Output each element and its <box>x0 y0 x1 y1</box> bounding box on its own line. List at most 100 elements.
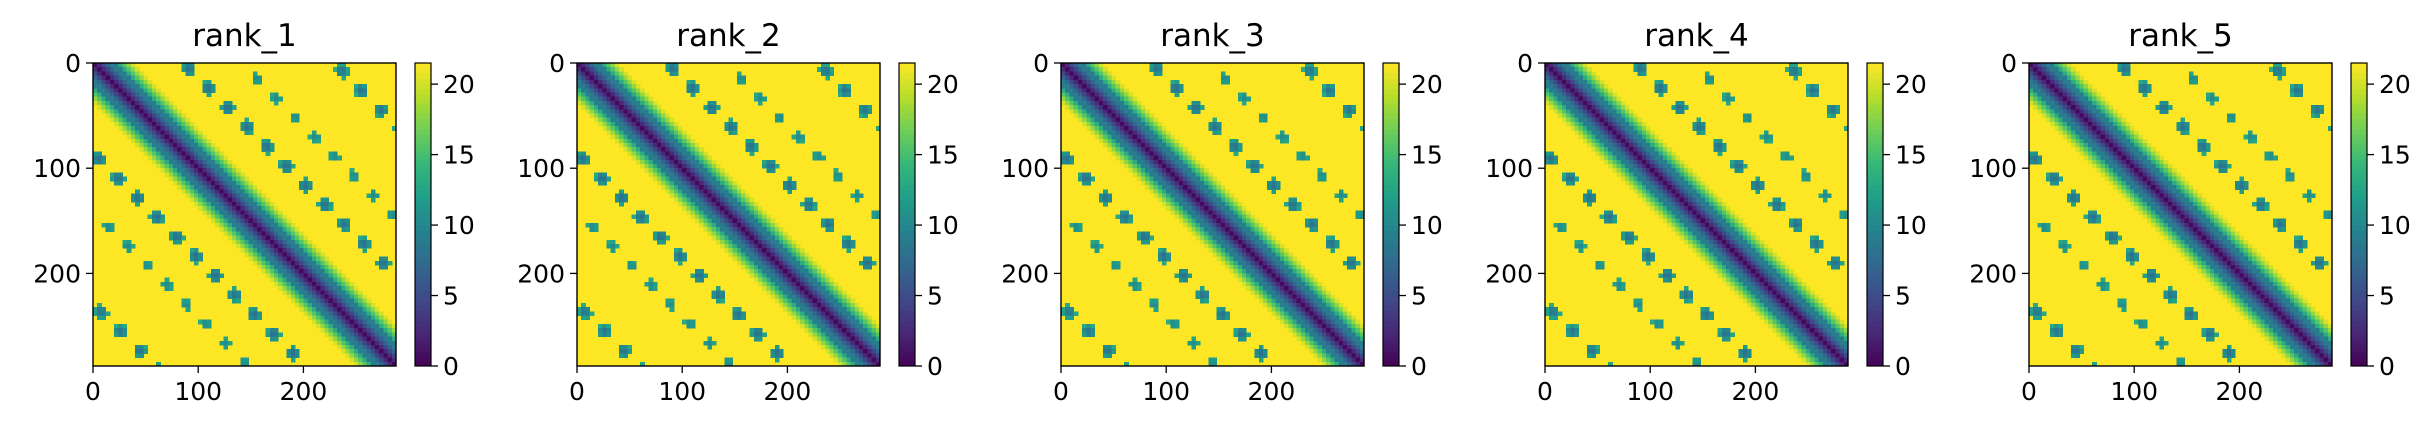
heatmap-cell <box>332 265 338 270</box>
heatmap-cell <box>1267 235 1272 241</box>
heatmap-cell <box>387 340 393 346</box>
x-tick-label: 200 <box>764 377 812 406</box>
heatmap-cell <box>1263 273 1268 279</box>
colorbar-segment <box>899 169 915 175</box>
heatmap-cell <box>1225 311 1230 316</box>
heatmap-cell <box>665 189 671 194</box>
heatmap-cell <box>656 113 662 119</box>
heatmap-cell <box>168 168 174 173</box>
heatmap-cell <box>1330 84 1336 89</box>
heatmap-cell <box>1258 277 1264 283</box>
heatmap-cell <box>753 332 759 338</box>
heatmap-cell <box>1271 189 1277 194</box>
heatmap-cell <box>1195 189 1201 194</box>
heatmap-cell <box>1225 193 1230 199</box>
colorbar-segment <box>415 143 431 150</box>
heatmap-cell <box>177 121 182 127</box>
heatmap-cell <box>1305 286 1310 291</box>
heatmap-cell <box>139 193 144 199</box>
heatmap-cell <box>1342 307 1348 312</box>
colorbar-segment <box>415 340 431 347</box>
heatmap-cell <box>623 79 628 85</box>
heatmap-cell <box>1254 168 1260 173</box>
heatmap-cell <box>1241 243 1247 249</box>
heatmap-cell <box>846 302 852 308</box>
heatmap-cell <box>1132 155 1138 161</box>
heatmap-cell <box>181 168 187 173</box>
heatmap-cell <box>122 96 128 102</box>
heatmap-cell <box>728 206 734 211</box>
heatmap-cell <box>1216 256 1222 262</box>
heatmap-cell <box>871 361 877 367</box>
heatmap-cell <box>1204 201 1209 207</box>
heatmap-cell <box>345 302 351 308</box>
heatmap-cell <box>143 151 149 157</box>
heatmap-cell <box>172 134 178 140</box>
heatmap-cell <box>673 63 679 68</box>
heatmap-cell <box>875 336 881 342</box>
heatmap-cell <box>686 151 692 157</box>
heatmap-cell <box>833 176 839 182</box>
heatmap-cell <box>227 340 233 346</box>
heatmap-cell <box>682 180 687 186</box>
heatmap-cell <box>1254 260 1260 266</box>
heatmap-cell <box>147 88 153 93</box>
heatmap-cell <box>850 302 856 308</box>
heatmap-cell <box>206 168 212 173</box>
heatmap-cell <box>1166 206 1171 211</box>
heatmap-cell <box>690 159 696 165</box>
heatmap-cell <box>374 361 380 367</box>
heatmap-cell <box>800 256 805 262</box>
heatmap-cell <box>707 340 713 346</box>
heatmap-cell <box>1124 121 1129 127</box>
heatmap-cell <box>265 151 271 157</box>
heatmap-cell <box>720 201 725 207</box>
heatmap-cell <box>374 193 380 199</box>
heatmap-cell <box>1317 176 1323 182</box>
heatmap-cell <box>640 151 645 157</box>
heatmap-cell <box>198 176 203 182</box>
heatmap-cell <box>126 243 132 249</box>
heatmap-cell <box>282 243 288 249</box>
heatmap-cell <box>833 294 839 300</box>
heatmap-cell <box>278 248 283 253</box>
heatmap-cell <box>1225 315 1230 321</box>
colorbar-segment <box>415 305 431 312</box>
heatmap-cell <box>635 88 641 93</box>
heatmap-cell <box>130 84 136 89</box>
heatmap-cell <box>829 294 835 300</box>
heatmap-cell <box>1111 79 1117 85</box>
heatmap-cell <box>732 239 738 245</box>
heatmap-cell <box>585 315 591 321</box>
heatmap-cell <box>151 210 157 215</box>
heatmap-cell <box>1338 361 1344 367</box>
heatmap-cell <box>151 151 157 157</box>
heatmap-cell <box>1199 235 1205 241</box>
heatmap-cell <box>1107 96 1112 102</box>
heatmap-cell <box>164 159 170 165</box>
heatmap-cell <box>715 214 721 220</box>
heatmap-cell <box>1069 92 1075 98</box>
heatmap-cell <box>581 315 586 321</box>
heatmap-cell <box>619 134 624 140</box>
heatmap-cell <box>307 302 313 308</box>
heatmap-cell <box>282 281 288 287</box>
heatmap-cell <box>1170 138 1176 144</box>
heatmap-cell <box>1162 252 1167 258</box>
heatmap-cell <box>1136 286 1142 291</box>
heatmap-cell <box>1330 328 1336 333</box>
heatmap-cell <box>189 138 195 144</box>
heatmap-cell <box>215 210 220 215</box>
heatmap-cell <box>114 117 119 123</box>
heatmap-cell <box>1061 96 1066 102</box>
heatmap-cell <box>837 340 843 346</box>
heatmap-cell <box>118 180 123 186</box>
heatmap-cell <box>126 75 132 81</box>
heatmap-cell <box>101 79 107 85</box>
heatmap-cell <box>1208 210 1213 215</box>
heatmap-cell <box>290 227 296 232</box>
heatmap-cell <box>353 349 359 354</box>
heatmap-cell <box>627 96 633 102</box>
heatmap-cell <box>122 130 128 136</box>
heatmap-cell <box>1086 126 1091 131</box>
